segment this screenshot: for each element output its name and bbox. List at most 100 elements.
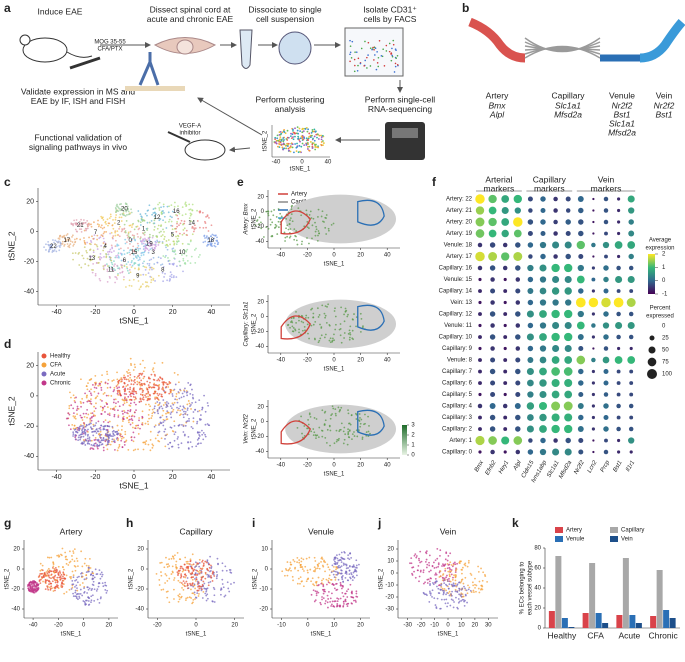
cell-point	[60, 554, 63, 557]
cell-point	[437, 592, 440, 594]
cell-point	[464, 587, 466, 590]
cell-point	[465, 589, 468, 592]
cell-point	[89, 448, 92, 450]
cell-point	[153, 219, 156, 222]
cell-point	[160, 574, 163, 577]
cell-point	[449, 561, 452, 564]
cell-point	[154, 437, 157, 440]
label: Bmx	[489, 100, 507, 110]
cell-point	[144, 238, 147, 241]
cell-point	[453, 601, 455, 603]
cell-point	[336, 597, 339, 600]
cell-point	[120, 203, 122, 205]
cell-point	[193, 249, 196, 251]
cell-point	[50, 570, 53, 573]
cell-point	[315, 567, 317, 570]
cell-point	[319, 337, 322, 340]
cell-point	[308, 337, 310, 340]
label: Capillary: 16	[439, 266, 473, 272]
cell-point	[158, 424, 160, 426]
cell-point	[186, 584, 189, 587]
cell-point	[194, 587, 196, 590]
cell-point	[91, 570, 94, 573]
cell-point	[446, 574, 448, 577]
dot	[501, 252, 510, 261]
dot	[478, 300, 482, 305]
cell-point	[477, 587, 480, 590]
cell-point	[339, 581, 342, 584]
cell-point	[106, 270, 109, 273]
illustration	[299, 140, 301, 143]
cell-point	[328, 574, 331, 577]
cell-point	[267, 227, 270, 230]
cell-point	[109, 443, 112, 446]
cell-point	[142, 248, 145, 250]
cell-point	[318, 567, 321, 570]
cell-point	[81, 565, 84, 568]
illustration	[311, 143, 314, 146]
label: 20	[357, 358, 364, 364]
dot	[628, 219, 634, 225]
cell-point	[201, 568, 203, 570]
label: -20	[259, 607, 268, 613]
cell-point	[73, 548, 76, 551]
cell-point	[174, 563, 177, 566]
dot	[614, 356, 623, 364]
cell-point	[139, 398, 142, 401]
cell-point	[192, 230, 195, 233]
cell-point	[87, 568, 90, 571]
cell-point	[28, 583, 31, 586]
cell-point	[89, 392, 92, 395]
dot	[591, 369, 595, 374]
cell-point	[46, 569, 49, 572]
cell-point	[136, 380, 139, 383]
cell-point	[316, 563, 319, 566]
cell-point	[480, 584, 483, 587]
illustration	[316, 146, 318, 149]
dot	[603, 403, 609, 409]
cell-point	[213, 588, 216, 591]
cell-point	[176, 220, 179, 223]
cell-point	[147, 384, 150, 387]
dot	[527, 219, 534, 225]
cell-point	[152, 277, 155, 280]
cell-point	[139, 236, 142, 239]
cell-point	[348, 429, 351, 431]
label: Capillary: Slc1a1	[244, 301, 250, 346]
illustration	[281, 146, 284, 149]
cell-point	[303, 570, 305, 572]
illustration	[524, 46, 601, 55]
cell-point	[119, 378, 122, 381]
illustration	[524, 45, 601, 59]
cell-point	[52, 561, 55, 564]
illustration	[285, 138, 288, 140]
illustration	[288, 149, 291, 152]
cell-point	[86, 434, 89, 437]
dot	[578, 346, 584, 351]
cell-point	[61, 579, 64, 582]
cell-point	[191, 225, 194, 228]
dot	[578, 254, 584, 259]
dot	[513, 252, 523, 261]
cell-point	[447, 570, 450, 573]
cell-point	[349, 331, 351, 334]
cell-point	[181, 570, 184, 573]
cell-point	[156, 227, 159, 230]
cell-point	[274, 223, 277, 226]
cell-point	[165, 240, 168, 242]
cell-point	[315, 418, 318, 420]
cell-point	[138, 417, 141, 419]
dot	[592, 232, 595, 235]
dot	[514, 403, 521, 409]
label: 18	[207, 238, 214, 244]
cell-point	[461, 587, 463, 590]
cell-point	[93, 255, 96, 257]
illustration	[279, 141, 282, 144]
illustration	[322, 144, 324, 147]
cell-point	[86, 220, 89, 222]
cell-point	[202, 226, 205, 229]
dot	[478, 323, 482, 328]
legend-swatch	[41, 362, 47, 368]
label: 20	[472, 623, 479, 629]
cell-point	[44, 580, 47, 583]
